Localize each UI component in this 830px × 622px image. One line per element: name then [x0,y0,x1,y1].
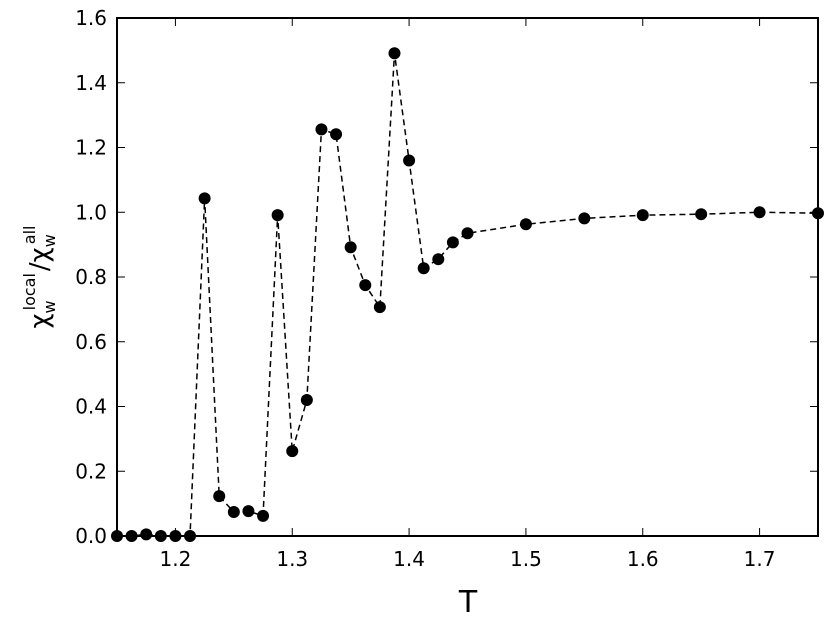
data-line [117,53,819,537]
y-label-separator: / [25,262,55,271]
y-label-sup: all [20,226,39,245]
data-point [388,47,401,60]
x-tick-label: 1.3 [276,547,308,571]
y-tick-label: 0.0 [75,524,107,548]
y-tick-label: 1.0 [75,200,107,224]
plot-frame [116,17,819,537]
data-point [519,218,532,231]
data-point [330,128,343,141]
data-point [432,253,445,266]
data-point [140,528,153,541]
x-tick-label: 1.2 [160,547,192,571]
x-axis-label: T [458,585,478,620]
x-tick-label: 1.6 [627,547,659,571]
y-tick-label: 1.6 [75,6,107,30]
data-point [461,227,474,240]
data-point [315,123,328,136]
y-label-symbol: χ [25,313,55,328]
x-tick-label: 1.4 [393,547,425,571]
y-label-sub: w [40,234,59,247]
data-point [257,509,270,522]
data-point [271,209,284,222]
y-label-sup: local [20,273,39,310]
data-point [695,208,708,221]
data-point [636,209,649,222]
data-point [359,279,372,292]
data-point [227,506,240,519]
y-tick-label: 1.2 [75,136,107,160]
y-axis-label: χwlocal/χwall [20,226,59,329]
y-tick-label: 0.4 [75,395,107,419]
data-point [344,241,357,254]
data-point [300,394,313,407]
x-tick-label: 1.5 [510,547,542,571]
y-label-sub: w [40,300,59,313]
y-tick-label: 0.8 [75,265,107,289]
data-point [213,490,226,503]
data-point [403,154,416,167]
y-tick-label: 0.6 [75,330,107,354]
data-point [286,445,299,458]
data-point [753,206,766,219]
data-point [198,192,211,205]
data-point [578,212,591,225]
y-tick-label: 0.2 [75,459,107,483]
data-point [373,301,386,314]
y-label-symbol: χ [25,247,55,262]
data-point [446,236,459,249]
data-point [242,505,255,518]
x-tick-label: 1.7 [744,547,776,571]
data-point [417,262,430,275]
y-tick-label: 1.4 [75,71,107,95]
